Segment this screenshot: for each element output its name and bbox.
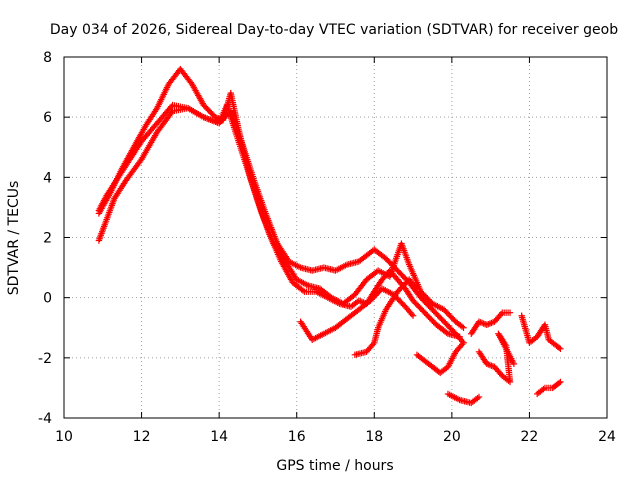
data-point (460, 324, 467, 331)
x-tick-label: 16 (288, 429, 306, 445)
y-tick-label: -2 (38, 351, 52, 367)
series-track-3 (95, 65, 467, 331)
x-tick-label: 12 (133, 429, 151, 445)
x-axis-label: GPS time / hours (276, 458, 393, 474)
series-track-5 (351, 276, 421, 359)
series-track-6 (413, 339, 467, 377)
y-tick-label: 6 (43, 110, 52, 126)
data-point (459, 341, 466, 348)
data-point (557, 345, 564, 353)
series-track-8 (468, 309, 514, 337)
y-tick-label: 4 (43, 170, 52, 186)
data-point (460, 339, 467, 346)
series-track-7 (444, 390, 483, 407)
x-tick-label: 24 (598, 429, 616, 445)
chart-title: Day 034 of 2026, Sidereal Day-to-day VTE… (50, 22, 618, 38)
x-tick-label: 18 (365, 429, 383, 445)
y-axis-label: SDTVAR / TECUs (6, 181, 22, 296)
series-track-4 (297, 285, 417, 343)
data-point (475, 393, 483, 401)
y-tick-label: 8 (43, 50, 52, 66)
data-point (413, 285, 421, 292)
y-tick-label: 0 (43, 291, 52, 307)
data-point (408, 311, 415, 318)
data-point (369, 341, 377, 348)
data-point (412, 283, 419, 291)
data-point (555, 344, 563, 352)
x-tick-label: 22 (521, 429, 539, 445)
grid (64, 57, 607, 418)
data-point (299, 287, 307, 294)
data-point (557, 378, 564, 386)
data-point (497, 311, 505, 318)
data-point (506, 309, 514, 316)
data-points (95, 65, 564, 407)
data-point (409, 312, 417, 319)
x-tick-label: 10 (55, 429, 73, 445)
series-track-9 (475, 330, 518, 386)
series-track-10 (518, 312, 564, 353)
data-point (168, 103, 175, 110)
plot-frame (63, 56, 608, 419)
y-tick-label: 2 (43, 231, 52, 247)
x-tick-label: 14 (210, 429, 228, 445)
series-track-1 (95, 101, 463, 340)
x-tick-label: 20 (443, 429, 461, 445)
data-point (510, 360, 518, 368)
y-tick-label: -4 (38, 411, 52, 427)
series-track-11 (533, 378, 564, 398)
data-point (555, 379, 563, 387)
